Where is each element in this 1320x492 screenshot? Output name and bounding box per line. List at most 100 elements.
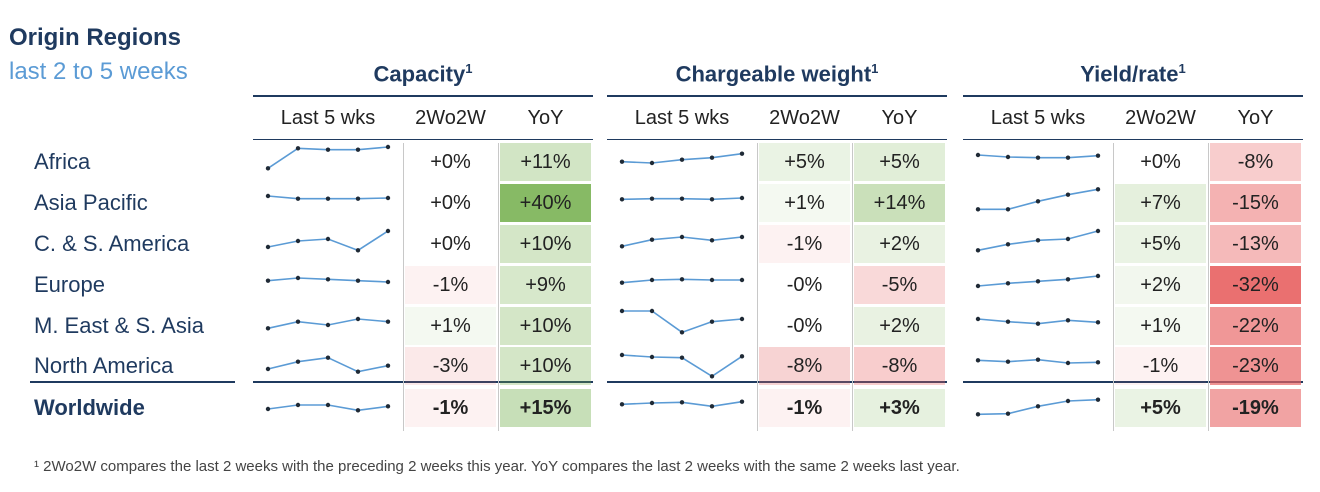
- cell-yoy: -5%: [854, 266, 945, 304]
- cell-2wo2w: -1%: [1115, 347, 1206, 385]
- region-label: M. East & S. Asia: [34, 313, 204, 338]
- sparkline-line: [622, 310, 743, 334]
- cell-2wo2w: +0%: [430, 151, 471, 173]
- sparkline-point: [355, 248, 361, 253]
- sparkline-point: [679, 400, 685, 405]
- sparkline-weight: [619, 399, 745, 409]
- column-header-last5: Last 5 wks: [634, 107, 730, 129]
- worldwide-divider: [253, 381, 593, 383]
- cell-yoy: +3%: [854, 389, 945, 427]
- sparkline-yield: [975, 273, 1101, 289]
- sparkline-capacity: [265, 144, 391, 171]
- cell-yoy: -19%: [1210, 389, 1301, 427]
- group-top-rule: [253, 95, 593, 97]
- sparkline-point: [975, 358, 981, 363]
- sparkline-point: [679, 196, 685, 201]
- sparkline-point: [385, 319, 391, 324]
- sparkline-capacity: [265, 355, 391, 374]
- column-header-yoy: YoY: [881, 107, 918, 129]
- cell-2wo2w: -0%: [786, 274, 823, 296]
- sparkline-point: [709, 155, 715, 160]
- column-header-yoy: YoY: [1237, 107, 1274, 129]
- sparkline-capacity: [265, 402, 391, 413]
- cell-yoy: +9%: [500, 266, 591, 304]
- column-header-wow: 2Wo2W: [415, 107, 486, 129]
- sparkline-point: [1035, 321, 1041, 326]
- sparkline-point: [295, 402, 301, 408]
- sparkline-point: [385, 195, 391, 201]
- sparkline-point: [709, 319, 715, 324]
- region-label: Africa: [34, 149, 91, 174]
- sparkline-point: [295, 319, 301, 324]
- sparkline-point: [619, 280, 625, 285]
- sparkline-point: [325, 277, 331, 282]
- sparkline-point: [1095, 397, 1101, 402]
- region-label: C. & S. America: [34, 231, 190, 256]
- sparkline-point: [355, 196, 361, 201]
- sparkline-point: [1095, 228, 1101, 234]
- page-subtitle: last 2 to 5 weeks: [9, 58, 188, 85]
- sparkline-point: [679, 355, 685, 360]
- sparkline-point: [739, 234, 745, 240]
- sparkline-point: [619, 159, 625, 164]
- sparkline-point: [619, 308, 625, 314]
- sparkline-point: [709, 238, 715, 243]
- sparkline-point: [295, 196, 301, 201]
- sparkline-capacity: [265, 275, 391, 285]
- cell-yoy: +10%: [500, 225, 591, 263]
- cell-yoy: -23%: [1210, 347, 1301, 385]
- cell-yoy: -22%: [1210, 307, 1301, 345]
- sparkline-point: [1065, 277, 1071, 282]
- sparkline-point: [1035, 238, 1041, 243]
- region-label: Asia Pacific: [34, 190, 148, 215]
- sparkline-point: [739, 195, 745, 201]
- header-bottom-rule: [963, 139, 1303, 140]
- sparkline-capacity: [265, 228, 391, 253]
- cell-2wo2w: -1%: [405, 266, 496, 304]
- cell-2wo2w: -0%: [786, 315, 823, 337]
- cell-2wo2w: +0%: [1140, 151, 1181, 173]
- cell-yoy: -15%: [1210, 184, 1301, 222]
- sparkline-point: [709, 374, 715, 379]
- sparkline-point: [1095, 187, 1101, 192]
- sparkline-point: [649, 354, 655, 360]
- cell-2wo2w: -1%: [405, 389, 496, 427]
- footnote: ¹ 2Wo2W compares the last 2 weeks with t…: [34, 458, 960, 475]
- cell-2wo2w: +0%: [430, 233, 471, 255]
- sparkline-point: [295, 359, 301, 364]
- region-label: North America: [34, 353, 174, 378]
- header-bottom-rule: [607, 139, 947, 140]
- region-label: Europe: [34, 272, 105, 297]
- cell-2wo2w: +1%: [405, 307, 496, 345]
- sparkline-point: [975, 316, 981, 322]
- cell-2wo2w: +1%: [1115, 307, 1206, 345]
- sparkline-point: [679, 277, 685, 282]
- sparkline-point: [295, 146, 301, 151]
- sparkline-point: [385, 279, 391, 285]
- sparkline-point: [1005, 319, 1011, 324]
- cell-yoy: +14%: [854, 184, 945, 222]
- cell-yoy: +40%: [500, 184, 591, 222]
- sparkline-point: [325, 236, 331, 242]
- worldwide-divider: [963, 381, 1303, 383]
- sparkline-point: [265, 278, 271, 283]
- footnote-marker: 1: [871, 61, 879, 76]
- sparkline-point: [355, 408, 361, 413]
- sparkline-point: [619, 244, 625, 249]
- cell-2wo2w: +5%: [759, 143, 850, 181]
- cell-yoy: +2%: [854, 225, 945, 263]
- sparkline-point: [1005, 281, 1011, 286]
- group-title-capacity: Capacity1: [373, 61, 473, 87]
- sparkline-point: [1065, 155, 1071, 160]
- cell-yoy: -8%: [854, 347, 945, 385]
- cell-yoy: +5%: [854, 143, 945, 181]
- header-bottom-rule: [253, 139, 593, 140]
- sparkline-point: [265, 244, 271, 250]
- sparkline-point: [325, 402, 331, 408]
- sparkline-point: [649, 196, 655, 201]
- sparkline-point: [325, 322, 331, 328]
- sparkline-capacity: [265, 316, 391, 331]
- cell-yoy: +15%: [500, 389, 591, 427]
- sparkline-point: [265, 326, 271, 331]
- worldwide-divider: [30, 381, 235, 383]
